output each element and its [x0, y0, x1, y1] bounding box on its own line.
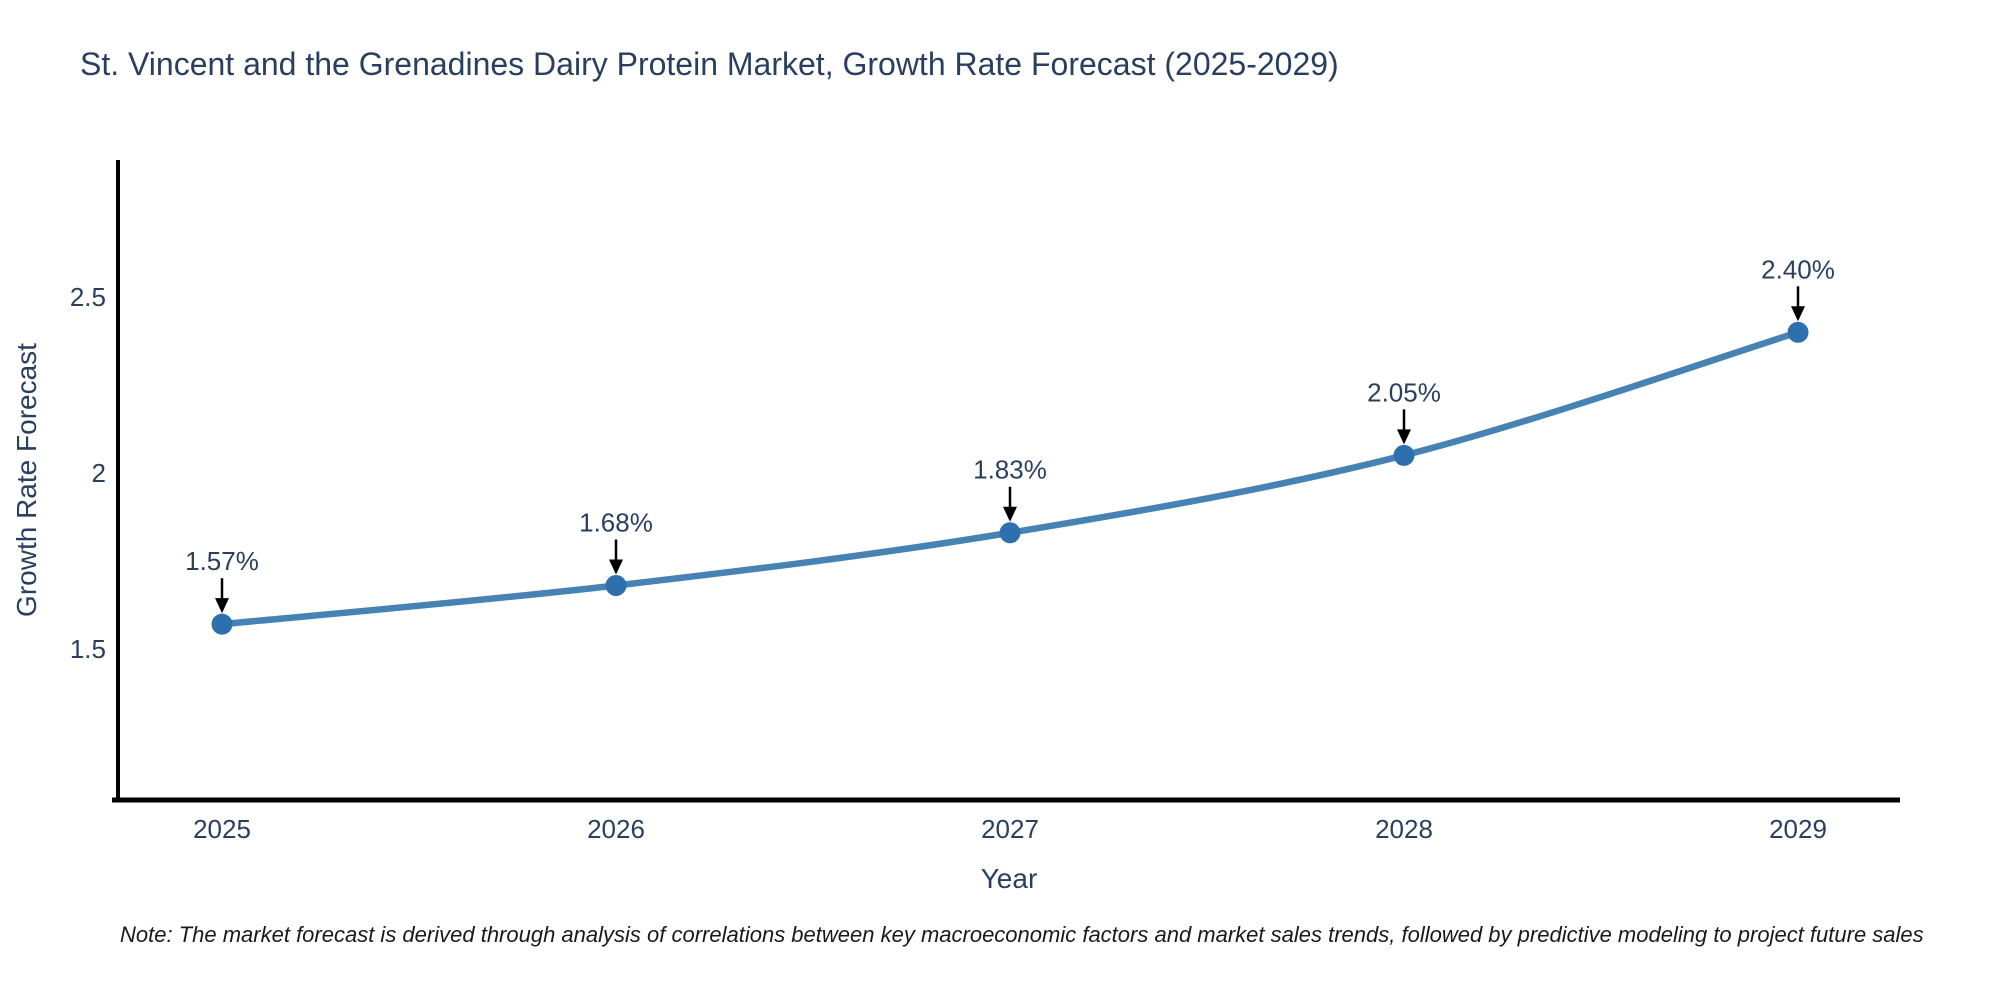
x-tick-label: 2029: [1769, 814, 1827, 844]
x-tick-label: 2026: [587, 814, 645, 844]
axes: 1.5 2 2.5 2025 2026 2027 2028 2029: [70, 160, 1900, 844]
y-tick-label: 2.5: [70, 282, 106, 312]
x-tick-label: 2027: [981, 814, 1039, 844]
x-tick-label: 2025: [193, 814, 251, 844]
data-point-marker: [1787, 321, 1809, 343]
footnote: Note: The market forecast is derived thr…: [120, 922, 1924, 947]
annotation-label: 1.83%: [973, 455, 1047, 485]
annotation-arrowhead: [215, 598, 229, 614]
y-tick-label: 1.5: [70, 634, 106, 664]
annotations: 1.57% 1.68% 1.83% 2.05% 2.40%: [185, 254, 1835, 614]
y-tick-label: 2: [92, 458, 106, 488]
annotation-arrowhead: [609, 559, 623, 575]
x-axis-title: Year: [981, 863, 1038, 894]
data-point-marker: [211, 613, 233, 635]
annotation-label: 2.40%: [1761, 254, 1835, 284]
annotation-label: 2.05%: [1367, 377, 1441, 407]
line-series: [211, 321, 1809, 635]
y-axis-title: Growth Rate Forecast: [11, 343, 42, 617]
data-point-marker: [605, 574, 627, 596]
annotation-label: 1.68%: [579, 507, 653, 537]
chart-title: St. Vincent and the Grenadines Dairy Pro…: [80, 46, 1339, 82]
x-tick-label: 2028: [1375, 814, 1433, 844]
annotation-label: 1.57%: [185, 546, 259, 576]
annotation-arrowhead: [1397, 429, 1411, 445]
annotation-arrowhead: [1003, 506, 1017, 522]
annotation-arrowhead: [1791, 306, 1805, 322]
data-point-marker: [999, 522, 1021, 544]
data-point-marker: [1393, 444, 1415, 466]
